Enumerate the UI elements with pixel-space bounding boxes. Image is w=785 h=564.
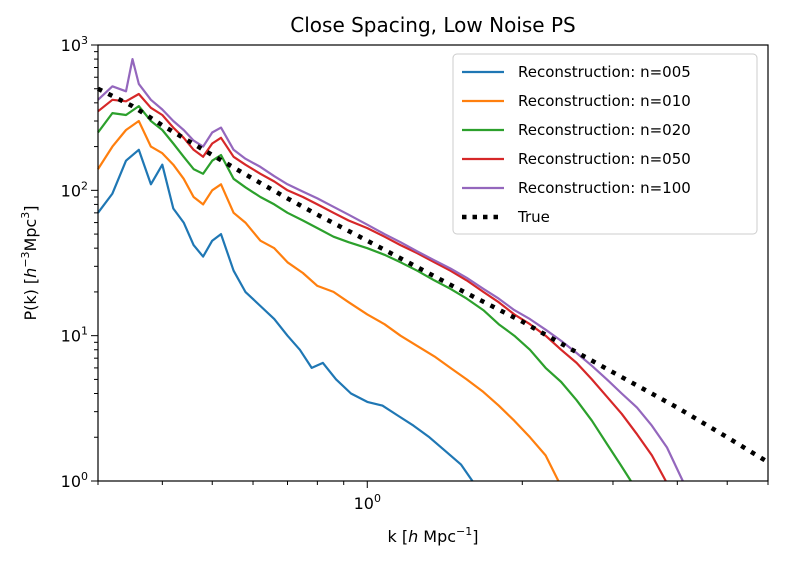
series-line-2 xyxy=(97,105,632,482)
series-line-0 xyxy=(97,148,474,482)
y-axis-label: P(k) [h−3Mpc3] xyxy=(19,205,40,320)
y-tick-label: 101 xyxy=(61,325,88,346)
y-tick-label: 102 xyxy=(61,179,88,200)
chart-title: Close Spacing, Low Noise PS xyxy=(290,13,575,37)
y-tick-label: 100 xyxy=(61,470,88,491)
series-line-4 xyxy=(97,58,684,482)
legend: Reconstruction: n=005 Reconstruction: n=0… xyxy=(452,53,758,235)
axis-ticks: 100 100 101 102 103 xyxy=(61,34,769,513)
legend-label-5: True xyxy=(517,208,550,226)
legend-label-4: Reconstruction: n=100 xyxy=(518,179,691,197)
x-tick-label: 100 xyxy=(354,492,381,513)
series-line-1 xyxy=(97,119,560,482)
legend-frame xyxy=(452,53,758,235)
plot-area xyxy=(96,58,770,482)
plot-frame xyxy=(97,44,769,482)
legend-label-1: Reconstruction: n=010 xyxy=(518,92,691,110)
legend-label-3: Reconstruction: n=050 xyxy=(518,150,691,168)
legend-label-0: Reconstruction: n=005 xyxy=(518,63,691,81)
legend-label-2: Reconstruction: n=020 xyxy=(518,121,691,139)
series-line-5 xyxy=(96,86,770,465)
y-tick-label: 103 xyxy=(61,34,88,55)
x-axis-label: k [h Mpc−1] xyxy=(387,525,478,546)
